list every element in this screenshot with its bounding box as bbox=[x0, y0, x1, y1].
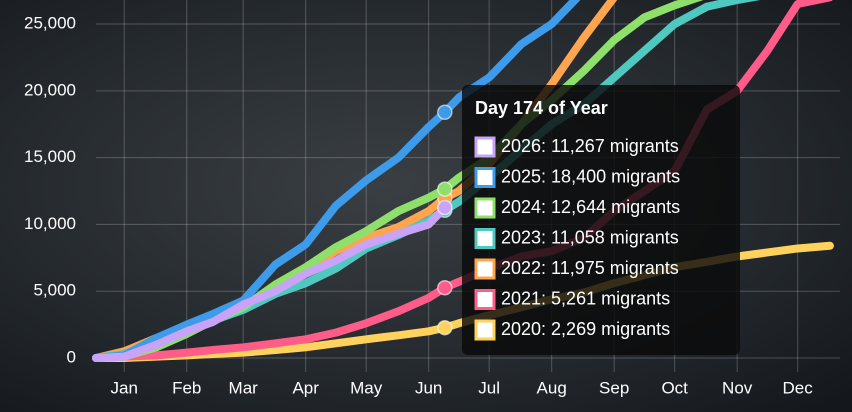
x-tick-label: Nov bbox=[722, 378, 753, 397]
y-tick-label: 10,000 bbox=[24, 214, 76, 233]
y-tick-label: 0 bbox=[67, 347, 76, 366]
x-tick-label: May bbox=[350, 378, 383, 397]
tooltip-item: 2021: 5,261 migrants bbox=[501, 288, 670, 308]
y-tick-label: 15,000 bbox=[24, 147, 76, 166]
tooltip-item: 2020: 2,269 migrants bbox=[501, 319, 670, 339]
y-tick-label: 20,000 bbox=[24, 80, 76, 99]
tooltip-swatch bbox=[474, 319, 496, 341]
hover-point bbox=[437, 319, 453, 336]
x-tick-label: Aug bbox=[537, 378, 567, 397]
tooltip-swatch bbox=[474, 167, 496, 188]
hover-point bbox=[437, 199, 453, 216]
tooltip-item: 2024: 12,644 migrants bbox=[501, 197, 680, 217]
axes: 0 5,000 10,000 15,000 20,000 25,000 Jan Feb Mar A… bbox=[24, 14, 813, 398]
series-line bbox=[92, 203, 449, 362]
tooltip-swatch bbox=[474, 289, 496, 310]
y-tick-label: 25,000 bbox=[24, 14, 76, 33]
tooltip-item: 2023: 11,058 migrants bbox=[501, 227, 679, 247]
x-tick-label: Jun bbox=[415, 378, 442, 397]
tooltip-title: Day 174 of Year bbox=[475, 98, 608, 118]
x-tick-label: Apr bbox=[292, 378, 319, 397]
tooltip-box bbox=[462, 85, 740, 355]
tooltip-swatch bbox=[474, 258, 496, 280]
x-tick-label: Feb bbox=[172, 378, 201, 397]
tooltip-item: 2026: 11,267 migrants bbox=[501, 136, 679, 156]
x-tick-label: Jul bbox=[478, 378, 500, 397]
y-tick-label: 5,000 bbox=[33, 281, 76, 300]
tooltip-swatch bbox=[474, 136, 496, 158]
hover-point bbox=[437, 181, 453, 197]
x-tick-label: Dec bbox=[783, 378, 814, 397]
x-tick-label: Mar bbox=[229, 378, 259, 397]
x-tick-label: Sep bbox=[599, 378, 629, 397]
tooltip-swatch bbox=[474, 228, 496, 249]
tooltip-swatch bbox=[474, 197, 496, 219]
hover-point bbox=[437, 104, 453, 120]
x-tick-label: Jan bbox=[111, 378, 138, 397]
tooltip: Day 174 of Year 2026: 11,267 migrants 202… bbox=[462, 85, 740, 355]
x-tick-label: Oct bbox=[661, 378, 688, 397]
hover-point bbox=[437, 279, 453, 296]
series-line bbox=[92, 0, 581, 362]
tooltip-item: 2025: 18,400 migrants bbox=[501, 166, 680, 186]
tooltip-item: 2022: 11,975 migrants bbox=[501, 258, 679, 278]
